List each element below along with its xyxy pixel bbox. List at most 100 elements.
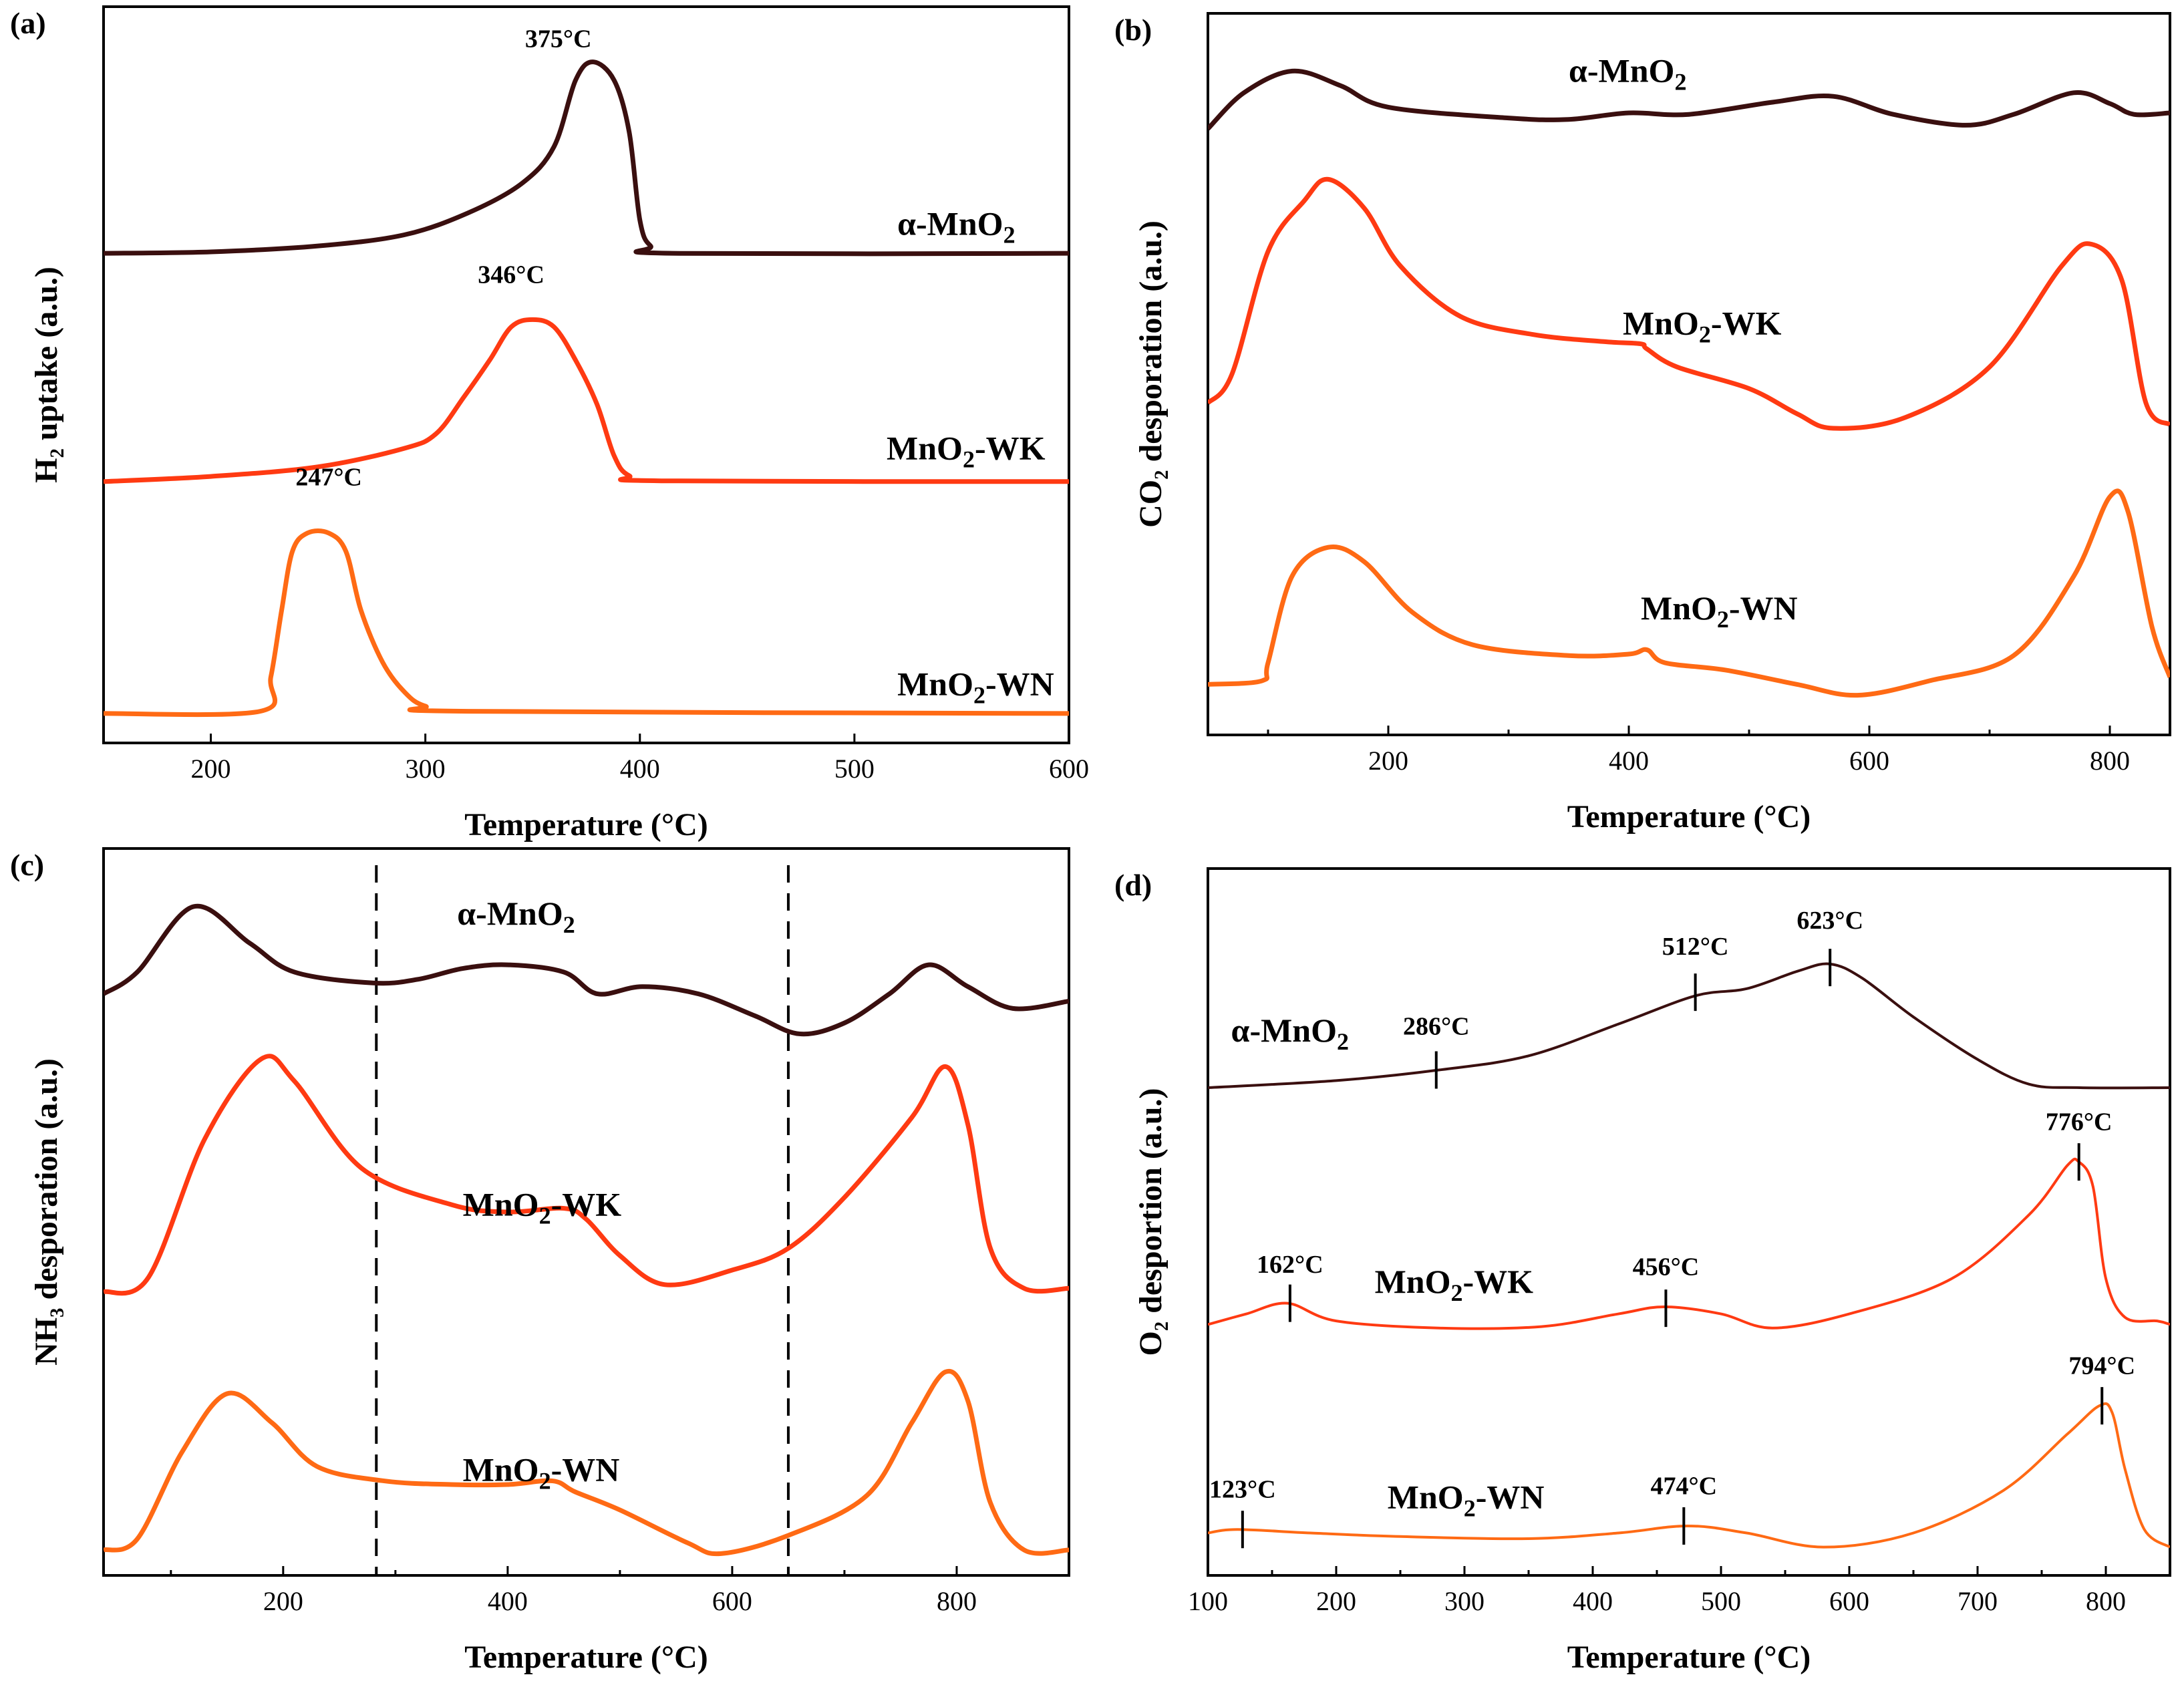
series-label-subscript: 2	[539, 1468, 551, 1495]
x-tick-label: 500	[1701, 1586, 1741, 1616]
series-line	[1208, 1157, 2170, 1330]
y-axis-title: CO₂ desporation (a.u.)	[1133, 220, 1168, 528]
series-label: MnO2-WK	[887, 430, 1046, 473]
series-label: α-MnO2	[457, 895, 575, 938]
series-label-suffix: -WK	[1463, 1263, 1534, 1300]
series-label-text: MnO	[887, 430, 963, 467]
series-label-text: MnO	[1623, 305, 1699, 342]
x-tick-label: 100	[1188, 1586, 1228, 1616]
x-tick-label: 400	[620, 754, 660, 784]
x-tick-label: 800	[937, 1586, 977, 1616]
series-label-text: MnO	[1641, 589, 1717, 627]
peak-annotation: 162°C	[1257, 1251, 1323, 1279]
x-tick-label: 500	[834, 754, 875, 784]
x-tick-label: 200	[191, 754, 231, 784]
x-tick-label: 200	[1368, 746, 1408, 776]
plot-frame	[102, 5, 1070, 744]
series-label-suffix: -WK	[551, 1185, 622, 1223]
series-label: MnO2-WK	[463, 1185, 622, 1229]
panel-b: (b) 200 400 600 800 Temperature (°C) CO₂ despo…	[1114, 12, 2171, 834]
series-line	[1208, 176, 2170, 431]
series-label: α-MnO2	[1569, 52, 1686, 96]
series-label-text: MnO	[897, 665, 973, 702]
series-label-subscript: 2	[563, 911, 575, 938]
series-label: MnO2-WN	[1388, 1478, 1545, 1521]
peak-annotation: 456°C	[1633, 1253, 1700, 1281]
panel-label: (c)	[10, 848, 44, 882]
peak-annotation: 247°C	[295, 463, 362, 491]
series-label-subscript: 2	[1451, 1279, 1463, 1306]
peak-annotation: 794°C	[2068, 1352, 2135, 1380]
peak-annotation: 623°C	[1797, 907, 1863, 935]
peak-annotation: 375°C	[525, 25, 592, 53]
series-label-text: α-MnO	[1231, 1012, 1337, 1049]
panel-d: (d) 100 200 300 400 500 600 700 800 Temperature (…	[1114, 867, 2171, 1675]
series-label-subscript: 2	[1717, 606, 1729, 633]
series-label: α-MnO2	[1231, 1012, 1349, 1055]
series-label-suffix: -WK	[1711, 305, 1782, 342]
x-tick-label: 200	[1316, 1586, 1356, 1616]
x-tick-label: 600	[1049, 754, 1089, 784]
series-line	[1208, 488, 2170, 698]
x-tick-label: 300	[406, 754, 446, 784]
peak-annotation: 474°C	[1650, 1472, 1717, 1500]
x-tick-label: 300	[1444, 1586, 1485, 1616]
panel-c: (c) 200 400 600 800 Temperature (°C) NH₃ despo…	[10, 847, 1070, 1675]
x-tick-label: 400	[1609, 746, 1649, 776]
series-line	[104, 528, 1069, 718]
series-label-text: α-MnO	[897, 205, 1003, 243]
panel-label: (d)	[1114, 868, 1152, 902]
series-line	[104, 903, 1069, 1037]
series-label-subscript: 2	[539, 1202, 551, 1229]
series-label: MnO2-WK	[1623, 305, 1782, 348]
x-axis-title: Temperature (°C)	[464, 807, 708, 842]
series-label-subscript: 2	[973, 681, 985, 708]
series-label: MnO2-WN	[463, 1451, 620, 1495]
series-line	[104, 59, 1069, 257]
series-line	[1208, 1402, 2170, 1549]
series-label-text: MnO	[1375, 1263, 1451, 1300]
series-line	[104, 317, 1069, 484]
y-axis-title: H₂ uptake (a.u.)	[29, 267, 64, 483]
plot-frame	[1207, 12, 2171, 736]
panel-a: (a) 200 300 400 500 600 Temperature (°C) H₂ upt…	[10, 5, 1089, 842]
plot-frame	[102, 847, 1070, 1577]
series-line	[1208, 68, 2170, 131]
series-label: MnO2-WN	[897, 665, 1054, 708]
series-label-suffix: -WN	[985, 665, 1054, 702]
peak-annotation: 286°C	[1403, 1013, 1470, 1041]
y-axis-title: NH₃ desporation (a.u.)	[29, 1058, 64, 1366]
series-label-suffix: -WN	[1729, 589, 1798, 627]
series-label: α-MnO2	[897, 205, 1015, 249]
x-tick-label: 200	[263, 1586, 303, 1616]
series-label-text: MnO	[463, 1451, 539, 1489]
plot-frame	[1207, 867, 2171, 1577]
x-tick-label: 600	[712, 1586, 752, 1616]
series-label: MnO2-WK	[1375, 1263, 1534, 1306]
series-label-text: MnO	[1388, 1478, 1464, 1515]
x-tick-label: 600	[1829, 1586, 1869, 1616]
x-axis-title: Temperature (°C)	[1567, 799, 1811, 834]
series-label-subscript: 2	[1337, 1028, 1349, 1055]
series-line	[104, 1368, 1069, 1557]
x-tick-label: 800	[2086, 1586, 2126, 1616]
series-label-subscript: 2	[1464, 1495, 1476, 1521]
series-label-text: α-MnO	[1569, 52, 1674, 90]
peak-annotation: 346°C	[478, 261, 544, 289]
peak-annotation: 512°C	[1662, 933, 1729, 961]
series-line	[1208, 962, 2170, 1090]
series-label-text: MnO	[463, 1185, 539, 1223]
series-label-suffix: -WN	[1476, 1478, 1545, 1515]
series-line	[104, 1054, 1069, 1296]
x-axis-title: Temperature (°C)	[1567, 1640, 1811, 1675]
x-tick-label: 600	[1849, 746, 1889, 776]
series-label-subscript: 2	[1003, 222, 1016, 249]
series-label-subscript: 2	[963, 446, 975, 473]
x-tick-label: 400	[1573, 1586, 1613, 1616]
panel-label: (b)	[1114, 13, 1152, 47]
y-axis-title: O₂ desportion (a.u.)	[1133, 1088, 1168, 1356]
peak-annotation: 123°C	[1209, 1476, 1276, 1504]
x-tick-label: 800	[2090, 746, 2130, 776]
x-tick-label: 700	[1958, 1586, 1998, 1616]
